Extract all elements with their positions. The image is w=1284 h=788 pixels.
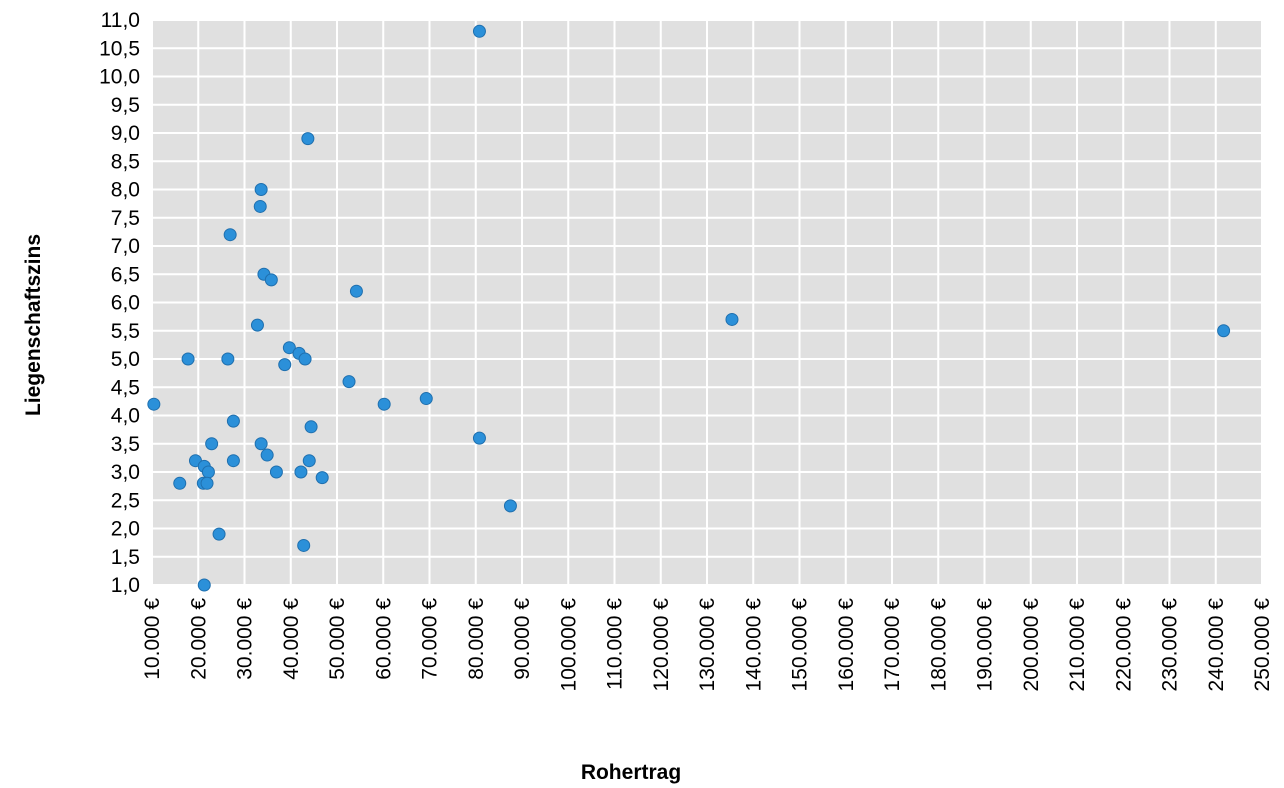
data-point [253, 199, 267, 213]
y-tick-label: 7,0 [111, 235, 140, 258]
y-tick-label: 1,0 [111, 574, 140, 597]
y-tick-label: 7,5 [111, 207, 140, 230]
data-point [205, 437, 219, 451]
y-tick-label: 4,0 [111, 405, 140, 428]
data-point [254, 437, 268, 451]
data-point [419, 392, 433, 406]
data-point [294, 465, 308, 479]
data-point [200, 476, 214, 490]
data-point [297, 538, 311, 552]
y-tick-label: 8,5 [111, 150, 140, 173]
x-axis-tick-labels: 10.000 € 20.000 € 30.000 € 40.000 € 50.000 €… [141, 598, 1274, 692]
y-axis-title: Liegenschaftszins [22, 234, 45, 416]
y-tick-label: 6,0 [111, 292, 140, 315]
x-tick-label: 40.000 € [280, 598, 303, 680]
x-tick-label: 90.000 € [511, 598, 534, 680]
data-point [725, 312, 739, 326]
data-point [302, 454, 316, 468]
data-point [503, 499, 517, 513]
data-point [269, 465, 283, 479]
x-tick-label: 230.000 € [1159, 598, 1182, 692]
data-point [181, 352, 195, 366]
data-point [298, 352, 312, 366]
data-point [254, 183, 268, 196]
x-tick-label: 80.000 € [465, 598, 488, 680]
y-tick-label: 4,5 [111, 376, 140, 399]
data-point [226, 454, 240, 468]
x-tick-label: 200.000 € [1020, 598, 1043, 692]
x-tick-label: 120.000 € [650, 598, 673, 692]
x-tick-label: 150.000 € [789, 598, 812, 692]
y-tick-label: 5,5 [111, 320, 140, 343]
y-tick-label: 10,5 [99, 37, 140, 60]
y-tick-label: 11,0 [101, 9, 140, 32]
y-tick-label: 8,0 [111, 179, 140, 202]
data-point [147, 397, 161, 411]
y-tick-label: 6,5 [111, 263, 140, 286]
data-point [301, 132, 315, 146]
y-tick-label: 1,5 [111, 546, 140, 569]
x-tick-label: 70.000 € [419, 598, 442, 680]
x-tick-label: 240.000 € [1205, 598, 1228, 692]
horizontal-gridlines [152, 19, 1262, 586]
y-tick-label: 3,5 [111, 433, 140, 456]
x-tick-label: 100.000 € [557, 598, 580, 692]
x-axis-title: Rohertrag [581, 761, 681, 784]
data-point [250, 318, 264, 332]
data-point [221, 352, 235, 366]
y-tick-label: 9,0 [111, 122, 140, 145]
y-tick-label: 3,0 [111, 461, 140, 484]
x-tick-label: 250.000 € [1251, 598, 1274, 692]
x-tick-label: 210.000 € [1066, 598, 1089, 692]
data-point [197, 578, 211, 592]
x-tick-label: 190.000 € [974, 598, 997, 692]
x-tick-label: 50.000 € [326, 598, 349, 680]
x-tick-label: 60.000 € [372, 598, 395, 680]
data-points [147, 24, 1231, 592]
data-point [223, 228, 237, 242]
x-tick-label: 20.000 € [187, 598, 210, 680]
x-tick-label: 170.000 € [881, 598, 904, 692]
data-point [173, 476, 187, 490]
data-point [472, 431, 486, 445]
x-tick-label: 160.000 € [835, 598, 858, 692]
x-tick-label: 110.000 € [604, 598, 627, 690]
data-point [260, 448, 274, 462]
data-point [201, 465, 215, 479]
data-point [278, 358, 292, 372]
data-point [226, 414, 240, 428]
data-point [264, 273, 278, 287]
data-point [315, 471, 329, 485]
y-tick-label: 2,0 [111, 518, 140, 541]
x-tick-label: 220.000 € [1112, 598, 1135, 692]
y-tick-label: 2,5 [111, 489, 140, 512]
x-tick-label: 140.000 € [742, 598, 765, 692]
data-point [1217, 324, 1231, 338]
data-point [282, 341, 296, 355]
y-tick-label: 9,5 [111, 94, 140, 117]
y-axis-tick-labels: 1,0 1,5 2,0 2,5 3,0 3,5 4,0 4,5 5,0 5,5 6,0 6,5 7,0 7… [99, 9, 140, 597]
x-tick-label: 180.000 € [927, 598, 950, 692]
x-tick-label: 30.000 € [234, 598, 257, 680]
x-tick-label: 10.000 € [141, 598, 164, 680]
data-point [304, 420, 318, 434]
data-point [212, 527, 226, 541]
data-point [342, 375, 356, 389]
data-point [377, 397, 391, 411]
data-point [349, 284, 363, 298]
x-tick-label: 130.000 € [696, 598, 719, 692]
y-tick-label: 5,0 [111, 348, 140, 371]
y-tick-label: 10,0 [99, 66, 140, 89]
data-point [472, 24, 486, 38]
